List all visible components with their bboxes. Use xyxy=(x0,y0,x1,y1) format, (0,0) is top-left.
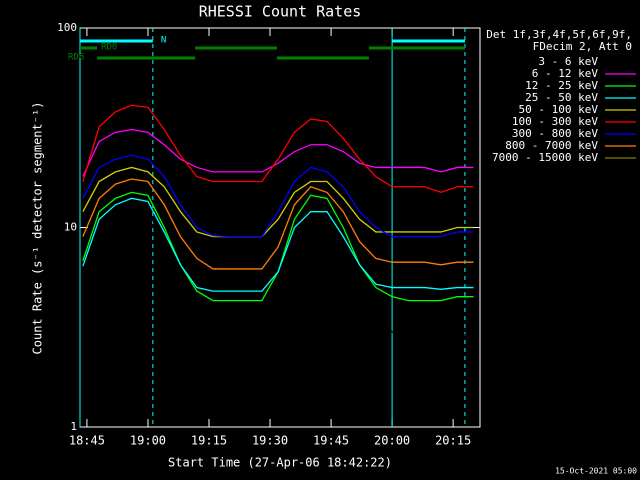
flag-label: RD0 xyxy=(101,43,117,53)
plot-frame xyxy=(79,27,481,428)
legend-label: 6 - 12 keV xyxy=(532,67,599,80)
series-line xyxy=(82,178,474,270)
y-tick-label: 10 xyxy=(64,221,77,234)
series-line xyxy=(82,104,474,194)
series-line xyxy=(82,204,474,342)
legend-label: 12 - 25 keV xyxy=(525,79,598,92)
y-axis-label: Count Rate (s⁻¹ detector segment⁻¹) xyxy=(31,102,45,355)
x-tick-label: 19:15 xyxy=(191,434,227,448)
x-tick-label: 18:45 xyxy=(69,434,105,448)
x-axis-label: Start Time (27-Apr-06 18:42:22) xyxy=(168,456,392,470)
x-tick-label: 19:30 xyxy=(252,434,288,448)
legend-label: 300 - 800 keV xyxy=(512,127,598,140)
chart-title: RHESSI Count Rates xyxy=(199,3,362,21)
y-tick-label: 100 xyxy=(57,21,77,34)
legend-label: 7000 - 15000 keV xyxy=(492,151,598,164)
x-tick-label: 19:45 xyxy=(313,434,349,448)
legend-header: FDecim 2, Att 0 xyxy=(533,40,632,53)
legend-label: 3 - 6 keV xyxy=(538,55,598,68)
series-line xyxy=(82,154,474,238)
series-line xyxy=(82,128,474,177)
x-tick-label: 20:15 xyxy=(435,434,471,448)
footer: 15-Oct-2021 05:00 xyxy=(555,467,637,476)
legend-label: 100 - 300 keV xyxy=(512,115,598,128)
flag-label: RD6 xyxy=(68,53,84,63)
legend-label: 50 - 100 keV xyxy=(519,103,599,116)
legend-label: 800 - 7000 keV xyxy=(505,139,598,152)
series-line xyxy=(82,197,474,292)
y-tick-label: 1 xyxy=(70,420,77,433)
legend-label: 25 - 50 keV xyxy=(525,91,598,104)
series-line xyxy=(82,166,474,238)
legend-header: Det 1f,3f,4f,5f,6f,9f, xyxy=(486,28,632,41)
x-tick-label: 19:00 xyxy=(130,434,166,448)
x-tick-label: 20:00 xyxy=(374,434,410,448)
flag-label: N xyxy=(161,36,166,46)
